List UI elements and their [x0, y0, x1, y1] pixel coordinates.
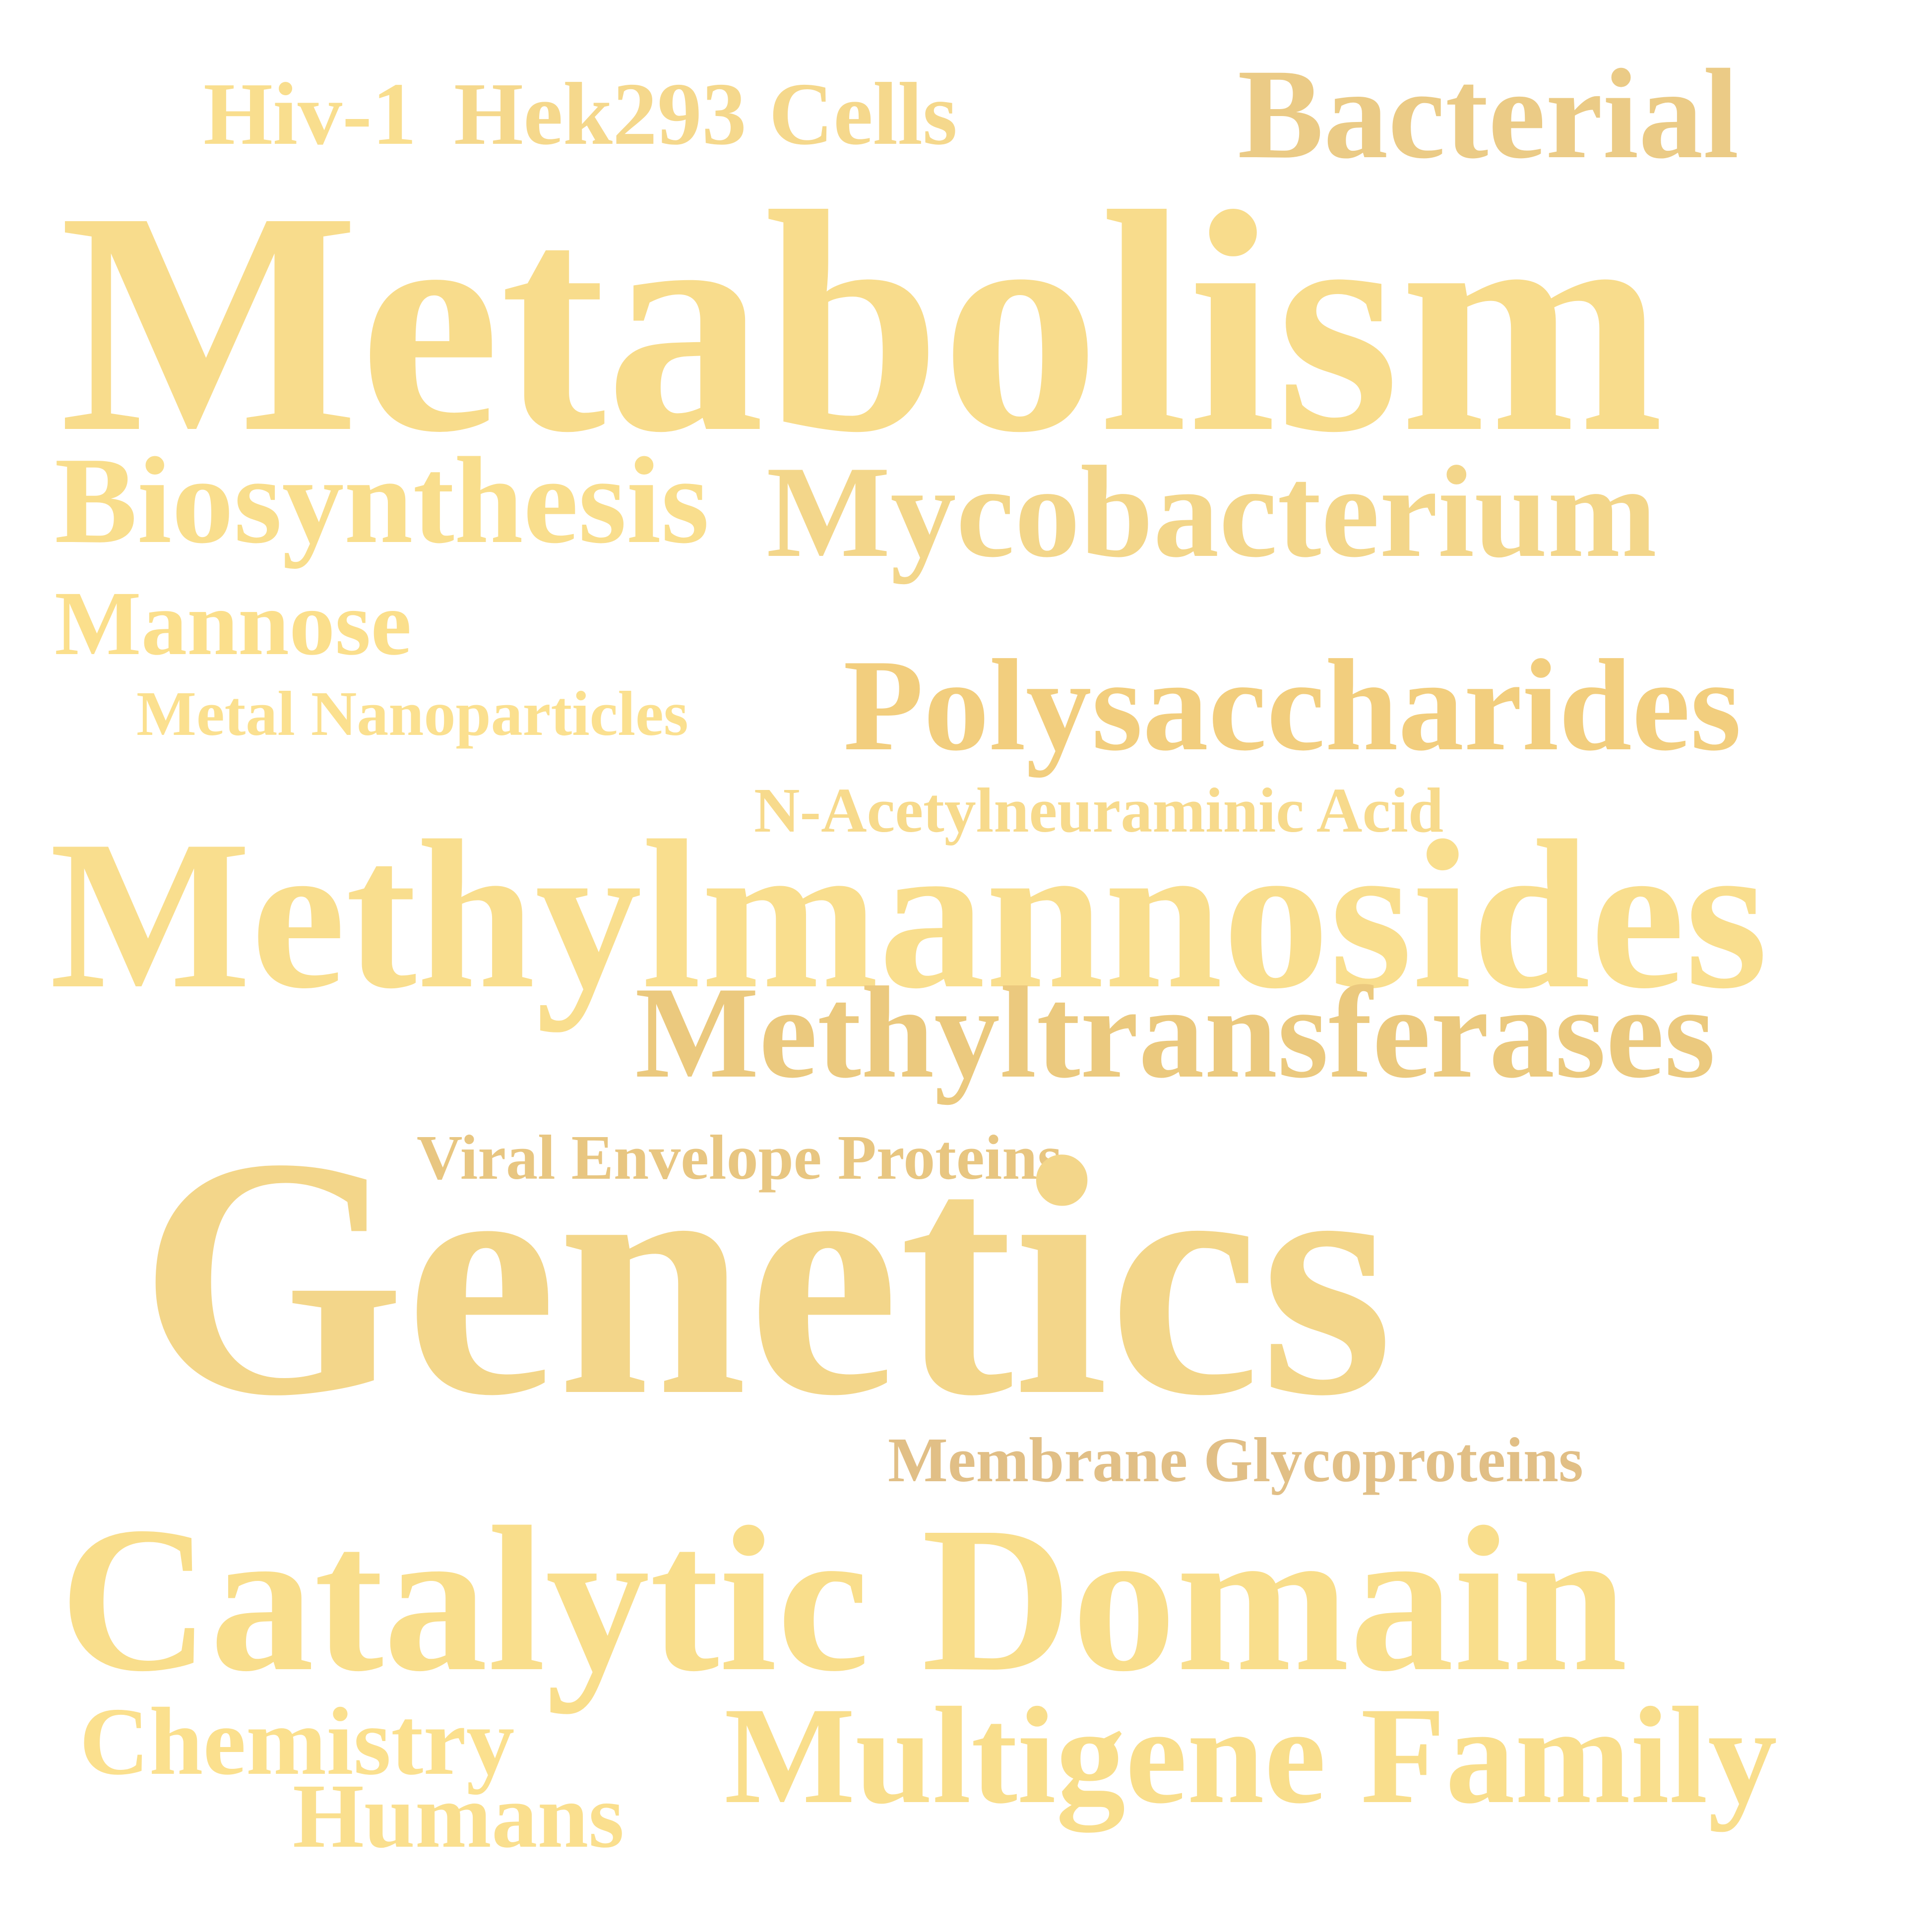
word-catalytic-domain: Catalytic Domain: [60, 1484, 1628, 1714]
word-mannose: Mannose: [55, 573, 412, 674]
word-membrane-glycoproteins: Membrane Glycoproteins: [888, 1425, 1583, 1495]
word-bacterial: Bacterial: [1238, 43, 1739, 185]
word-hiv-1: Hiv-1: [203, 64, 417, 163]
word-methyltransferases: Methyltransferases: [635, 960, 1716, 1105]
word-polysaccharides: Polysaccharides: [843, 633, 1742, 778]
word-mycobacterium: Mycobacterium: [766, 439, 1657, 585]
word-genetics: Genetics: [139, 1087, 1394, 1466]
word-humans: Humans: [293, 1765, 624, 1867]
word-metabolism: Metabolism: [60, 147, 1664, 498]
word-methylmannosides: Methylmannosides: [50, 797, 1768, 1033]
word-viral-envelope-proteins: Viral Envelope Proteins: [417, 1122, 1062, 1193]
word-n-acetylneuraminic-acid: N-Acetylneuraminic Acid: [754, 775, 1443, 845]
word-metal-nanoparticles: Metal Nanoparticles: [136, 678, 688, 749]
word-hek293-cells: Hek293 Cells: [454, 64, 957, 163]
word-multigene-family: Multigene Family: [724, 1678, 1777, 1832]
word-biosynthesis: Biosynthesis: [55, 432, 709, 569]
word-chemistry: Chemistry: [79, 1688, 515, 1795]
